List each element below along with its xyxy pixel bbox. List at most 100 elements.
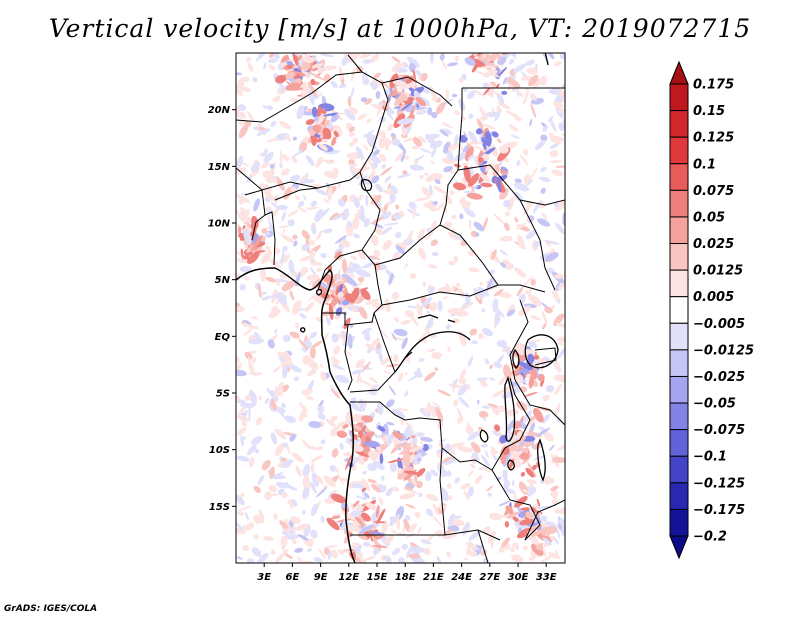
velocity-patch [385, 432, 395, 447]
velocity-patch [495, 354, 505, 366]
velocity-patch [503, 479, 510, 490]
velocity-patch [551, 169, 564, 177]
map-title: Vertical velocity [m/s] at 1000hPa, VT: … [48, 14, 752, 43]
velocity-patch [281, 211, 286, 222]
velocity-patch [383, 525, 388, 535]
velocity-patch [514, 495, 528, 508]
velocity-patch [463, 131, 468, 139]
lat-tick-label: 10S [209, 445, 230, 456]
velocity-patch [292, 53, 299, 66]
velocity-patch [407, 56, 420, 68]
velocity-patch [377, 483, 386, 491]
velocity-patch [331, 549, 338, 559]
velocity-patch [544, 240, 560, 245]
velocity-patch [327, 186, 333, 201]
velocity-patch [279, 120, 292, 130]
velocity-patch [438, 439, 447, 442]
velocity-patch [268, 484, 277, 493]
velocity-patch [451, 228, 456, 238]
velocity-patch [446, 483, 452, 489]
velocity-patch [268, 64, 276, 71]
velocity-patch [316, 106, 322, 117]
velocity-patch [307, 538, 314, 546]
velocity-patch [482, 327, 493, 337]
velocity-patch [423, 172, 429, 176]
velocity-patch [295, 465, 302, 477]
velocity-patch [484, 31, 491, 37]
velocity-patch [431, 352, 443, 358]
velocity-patch [470, 40, 479, 47]
colorbar-swatch [669, 110, 689, 138]
velocity-patch [513, 192, 524, 203]
velocity-patch [471, 61, 480, 73]
velocity-patch [310, 529, 318, 539]
coastlines [236, 267, 356, 563]
velocity-patch [480, 443, 489, 448]
velocity-patch [457, 383, 468, 396]
velocity-patch [390, 529, 397, 534]
velocity-patch [358, 251, 366, 260]
velocity-patch [463, 490, 470, 501]
velocity-patch [361, 361, 371, 373]
velocity-patch [447, 142, 460, 152]
velocity-patch [391, 87, 397, 91]
velocity-patch [412, 436, 418, 446]
velocity-patch [551, 304, 555, 310]
velocity-patch [362, 59, 373, 64]
velocity-patch [453, 110, 461, 116]
velocity-patch [398, 557, 405, 563]
velocity-patch [422, 443, 429, 452]
velocity-patch [243, 275, 250, 281]
velocity-patch [484, 358, 490, 365]
velocity-patch [519, 379, 528, 383]
velocity-patch [404, 390, 409, 397]
velocity-patch [273, 365, 281, 373]
velocity-patch [402, 451, 411, 468]
velocity-patch [405, 421, 414, 430]
velocity-patch [496, 138, 502, 144]
velocity-patch [322, 310, 330, 317]
velocity-patch [318, 445, 324, 450]
velocity-patch [462, 87, 468, 92]
velocity-patch [301, 347, 308, 353]
velocity-patch [440, 129, 449, 137]
velocity-patch [263, 536, 274, 541]
border-ethiopia [519, 199, 556, 291]
velocity-patch [427, 283, 431, 291]
velocity-patch [257, 552, 269, 563]
velocity-patch [332, 167, 339, 175]
velocity-patch [504, 157, 509, 163]
velocity-patch [295, 74, 301, 79]
velocity-patch [388, 385, 397, 396]
velocity-patch [330, 388, 341, 399]
velocity-patch [296, 54, 303, 62]
velocity-patch [253, 534, 259, 540]
velocity-patch [281, 280, 296, 291]
velocity-patch [318, 548, 326, 559]
velocity-patch [338, 65, 344, 81]
velocity-patch [447, 346, 451, 352]
velocity-patch [376, 103, 383, 117]
velocity-patch [329, 281, 346, 288]
velocity-patch [287, 219, 295, 227]
velocity-patch [261, 291, 268, 295]
velocity-patch [373, 72, 381, 79]
velocity-patch [421, 296, 433, 308]
velocity-patch [398, 372, 404, 382]
velocity-patch [376, 342, 381, 350]
velocity-patch [390, 133, 396, 138]
velocity-patch [443, 194, 453, 205]
velocity-patch [311, 106, 318, 117]
velocity-patch [491, 131, 499, 138]
velocity-patch [368, 450, 379, 459]
velocity-patch [512, 516, 519, 522]
velocity-patch [404, 371, 408, 376]
velocity-patch [475, 544, 483, 550]
velocity-patch [255, 53, 267, 62]
velocity-patch [463, 190, 474, 194]
velocity-patch [558, 279, 565, 291]
velocity-patch [453, 399, 459, 407]
velocity-patch [312, 183, 323, 187]
velocity-patch [467, 154, 475, 160]
velocity-patch [396, 467, 404, 474]
